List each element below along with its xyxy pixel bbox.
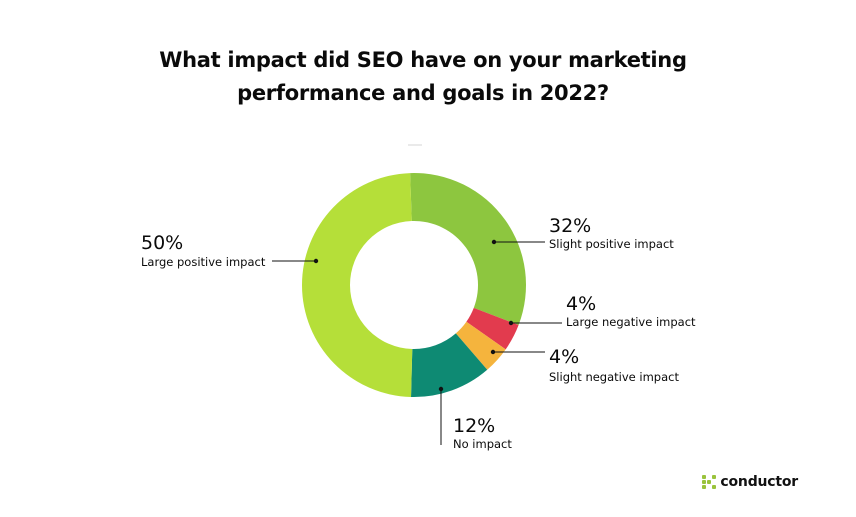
slice-no-impact bbox=[411, 333, 488, 397]
slice-percent-label: 12% bbox=[453, 415, 495, 437]
slice-category-label: Large positive impact bbox=[141, 255, 266, 269]
slice-category-label: Slight negative impact bbox=[549, 370, 679, 384]
slice-category-label: Large negative impact bbox=[566, 315, 696, 329]
slice-slight-positive-impact bbox=[410, 172, 526, 326]
slice-large-positive-impact bbox=[301, 173, 413, 397]
leader-dot bbox=[508, 320, 514, 326]
slice-percent-label: 4% bbox=[566, 293, 596, 315]
donut-slices bbox=[301, 172, 526, 397]
leader-dot bbox=[491, 239, 497, 245]
slice-percent-label: 50% bbox=[141, 232, 183, 254]
slice-percent-label: 32% bbox=[549, 215, 591, 237]
slice-slight-negative-impact bbox=[455, 321, 506, 370]
slice-large-negative-impact bbox=[466, 307, 519, 350]
brand-name: conductor bbox=[720, 474, 798, 490]
leader-dot bbox=[438, 386, 444, 392]
leader-lines bbox=[272, 239, 562, 445]
conductor-logo-icon bbox=[702, 475, 717, 489]
leader-dot bbox=[490, 349, 496, 355]
slice-percent-label: 4% bbox=[549, 346, 579, 368]
leader-dot bbox=[313, 258, 319, 264]
brand-logo: conductor bbox=[702, 474, 798, 490]
chart-title-line-1: What impact did SEO have on your marketi… bbox=[159, 48, 687, 72]
slice-category-label: Slight positive impact bbox=[549, 237, 674, 251]
chart-title: What impact did SEO have on your marketi… bbox=[0, 44, 846, 110]
chart-title-line-2: performance and goals in 2022? bbox=[237, 81, 609, 105]
slice-category-label: No impact bbox=[453, 437, 512, 451]
